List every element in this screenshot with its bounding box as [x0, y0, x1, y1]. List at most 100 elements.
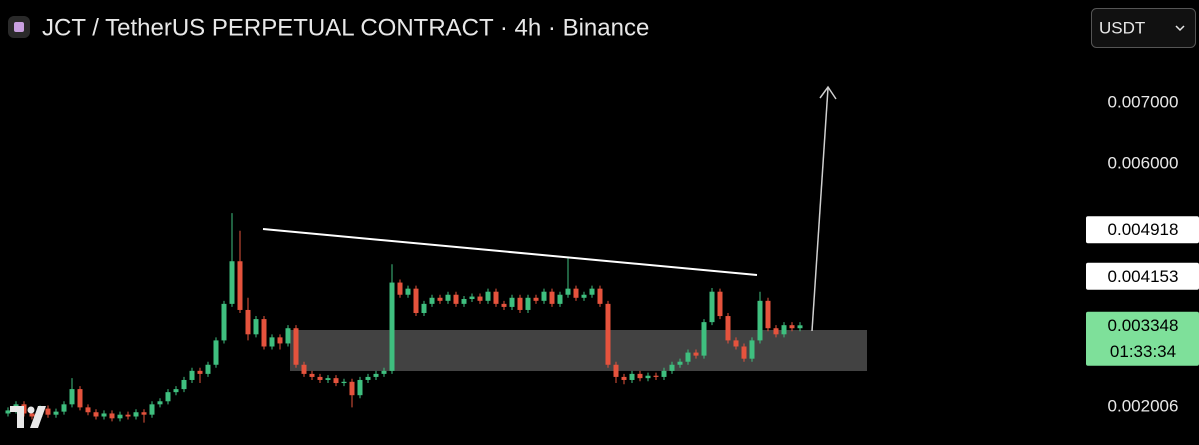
- candle-body: [5, 410, 11, 414]
- candle-body: [117, 414, 123, 419]
- candle-body: [229, 261, 235, 304]
- candle-body: [205, 364, 211, 374]
- candle-body: [661, 370, 667, 377]
- currency-select[interactable]: USDT: [1091, 8, 1196, 48]
- candle-body: [397, 282, 403, 295]
- candle-body: [725, 316, 731, 341]
- candle-body: [405, 288, 411, 295]
- candle-body: [165, 392, 171, 402]
- candle-body: [253, 319, 259, 335]
- candle-body: [453, 294, 459, 304]
- candle-body: [597, 288, 603, 304]
- candle-body: [317, 376, 323, 380]
- candle-body: [637, 373, 643, 379]
- candle-body: [533, 297, 539, 301]
- candle-body: [101, 413, 107, 417]
- candle-body: [29, 413, 35, 417]
- candle-body: [293, 328, 299, 365]
- candle-body: [693, 352, 699, 356]
- candle-body: [445, 294, 451, 301]
- trend-line: [262, 228, 758, 276]
- logo-part: [17, 406, 24, 428]
- candle-body: [589, 288, 595, 295]
- candle-body: [701, 322, 707, 356]
- candle-body: [517, 297, 523, 310]
- candle-body: [213, 340, 219, 365]
- symbol-icon-inner: [14, 22, 24, 32]
- candle-body: [109, 413, 115, 419]
- candle-body: [301, 364, 307, 374]
- candle-body: [285, 328, 291, 344]
- candle-body: [749, 340, 755, 359]
- candle-body: [573, 288, 579, 298]
- candle-body: [421, 303, 427, 314]
- candle-body: [525, 297, 531, 310]
- price-label-box: [1086, 311, 1199, 366]
- candle-body: [181, 379, 187, 390]
- price-label-box: [1086, 262, 1199, 290]
- arrow-shaft: [811, 87, 829, 332]
- price-axis: 0.007000 0.006000 0.002006 0.004918 0.004153…: [1086, 92, 1199, 415]
- candle-body: [261, 319, 267, 347]
- candle-body: [581, 294, 587, 298]
- candle-body: [341, 381, 347, 384]
- candle-body: [677, 361, 683, 365]
- candle-body: [549, 291, 555, 304]
- candle-body: [541, 291, 547, 301]
- candle-body: [197, 370, 203, 374]
- candle-body: [373, 373, 379, 377]
- candle-body: [61, 404, 67, 412]
- candle-body: [125, 414, 131, 417]
- candle-body: [413, 288, 419, 314]
- candle-body: [773, 328, 779, 335]
- candle-body: [133, 412, 139, 417]
- currency-select-label[interactable]: USDT: [1099, 18, 1145, 37]
- candle-body: [357, 379, 363, 396]
- candle-body: [469, 296, 475, 300]
- candle-body: [85, 407, 91, 413]
- candle-body: [325, 378, 331, 380]
- candle-body: [565, 288, 571, 295]
- candle-body: [621, 376, 627, 380]
- candle-body: [77, 389, 83, 408]
- y-tick-label: 0.002006: [1108, 396, 1179, 415]
- arrow-head: [819, 85, 837, 100]
- candle-body: [269, 337, 275, 347]
- candle-body: [277, 337, 283, 344]
- candle-body: [173, 389, 179, 393]
- candle-body: [653, 375, 659, 377]
- price-label-box: [1086, 216, 1199, 244]
- chevron[interactable]: [1175, 25, 1185, 32]
- price-label: 0.004153: [1108, 267, 1179, 286]
- candle-body: [45, 408, 51, 415]
- candle-body: [629, 373, 635, 380]
- candle-body: [501, 303, 507, 307]
- candle-body: [613, 364, 619, 377]
- candle-body: [381, 370, 387, 374]
- candle-body: [189, 370, 195, 380]
- candle-body: [461, 299, 467, 304]
- candle-body: [389, 282, 395, 371]
- candle-body: [733, 340, 739, 347]
- candle-body: [365, 376, 371, 380]
- candle-body: [237, 261, 243, 310]
- candle-body: [709, 291, 715, 323]
- currency-select-box[interactable]: [1091, 8, 1196, 48]
- candle-body: [509, 297, 515, 307]
- candle-body: [493, 291, 499, 304]
- countdown: 01:33:34: [1110, 342, 1176, 361]
- candle-body: [669, 364, 675, 371]
- candle-body: [245, 309, 251, 335]
- candle-body: [309, 373, 315, 377]
- candles: [5, 213, 803, 423]
- candle-body: [221, 303, 227, 341]
- candle-body: [333, 378, 339, 384]
- projection-arrow: [811, 85, 837, 332]
- candle-body: [757, 300, 763, 341]
- candle-body: [93, 412, 99, 417]
- candle-body: [477, 296, 483, 301]
- chart-title: JCT / TetherUS PERPETUAL CONTRACT · 4h ·…: [42, 14, 649, 41]
- candle-body: [765, 300, 771, 329]
- candle-body: [349, 381, 355, 396]
